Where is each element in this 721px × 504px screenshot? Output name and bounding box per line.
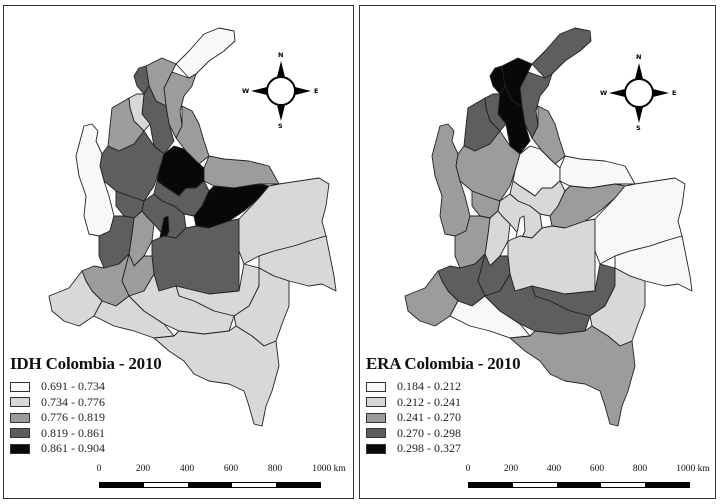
scale-tick: 400 (546, 464, 562, 474)
legend-item: 0.734 - 0.776 (10, 395, 162, 410)
dept-guajira (175, 27, 236, 79)
dept-arauca (203, 155, 280, 189)
legend-label: 0.819 - 0.861 (41, 425, 105, 440)
legend-item: 0.298 - 0.327 (366, 441, 520, 456)
legend-swatch (366, 412, 386, 423)
compass-north-label: N (636, 53, 642, 61)
compass-rose: N S W E (242, 51, 319, 131)
scale-tick: 600 (223, 464, 239, 474)
legend-swatch (366, 443, 386, 454)
legend-label: 0.298 - 0.327 (397, 441, 461, 455)
legend-swatch (10, 412, 30, 423)
dept-caqueta (484, 273, 591, 335)
scale-tick: 200 (135, 464, 151, 474)
legend-swatch (10, 443, 30, 454)
dept-vichada (594, 177, 686, 265)
dept-amazonas (509, 325, 636, 427)
scale-tick: 800 (632, 464, 648, 474)
era-colombia-map (404, 27, 693, 427)
scale-bar-segments (468, 482, 690, 488)
scale-bar-segments (99, 482, 321, 488)
dept-norte-santander (531, 105, 566, 165)
scale-tick: 0 (465, 464, 471, 474)
compass-south-label: S (278, 122, 283, 130)
dept-caqueta (128, 273, 235, 335)
scale-tick: 800 (267, 464, 283, 474)
scale-tick: 1000 km (676, 464, 710, 474)
dept-norte-santander (175, 105, 210, 165)
idh-legend: IDH Colombia - 2010 0.691 - 0.734 0.734 … (10, 354, 162, 457)
compass-west-label: W (242, 87, 250, 95)
dept-vichada (238, 177, 330, 265)
compass-icon (609, 63, 669, 123)
era-map-panel: N S W E ERA Colombia - 2010 0.184 - 0.21… (359, 5, 716, 499)
legend-swatch (10, 428, 30, 438)
legend-swatch (366, 381, 386, 392)
legend-item: 0.691 - 0.734 (10, 379, 162, 394)
legend-label: 0.861 - 0.904 (41, 441, 105, 455)
legend-item: 0.861 - 0.904 (10, 441, 162, 456)
legend-item: 0.270 - 0.298 (366, 426, 520, 441)
legend-swatch (10, 397, 30, 407)
legend-swatch (366, 397, 386, 407)
compass-south-label: S (636, 124, 641, 132)
legend-swatch (10, 381, 30, 392)
idh-legend-title: IDH Colombia - 2010 (10, 354, 162, 373)
compass-rose: N S W E (600, 53, 677, 133)
dept-arauca (559, 155, 636, 189)
idh-map-panel: N S W E IDH Colombia - 2010 0.691 - 0.73… (3, 5, 354, 499)
scale-ticks: 0 200 400 600 800 1000 km (465, 464, 710, 478)
legend-label: 0.184 - 0.212 (397, 379, 461, 393)
compass-east-label: E (314, 87, 319, 95)
idh-colombia-map (48, 27, 337, 427)
dept-casanare (549, 183, 626, 229)
compass-east-label: E (672, 89, 677, 97)
legend-item: 0.819 - 0.861 (10, 426, 162, 441)
era-scale-bar: 0 200 400 600 800 1000 km (465, 464, 710, 494)
scale-tick: 400 (179, 464, 195, 474)
idh-scale-bar: 0 200 400 600 800 1000 km (96, 464, 346, 494)
legend-label: 0.734 - 0.776 (41, 394, 105, 409)
dept-amazonas (153, 325, 280, 427)
dept-guajira (531, 27, 592, 79)
era-legend: ERA Colombia - 2010 0.184 - 0.212 0.212 … (366, 354, 521, 457)
legend-label: 0.212 - 0.241 (397, 394, 461, 409)
scale-tick: 600 (589, 464, 605, 474)
legend-item: 0.241 - 0.270 (366, 410, 520, 425)
compass-icon (251, 61, 311, 121)
legend-item: 0.212 - 0.241 (366, 395, 520, 410)
compass-west-label: W (600, 89, 608, 97)
scale-tick: 200 (503, 464, 519, 474)
legend-swatch (366, 428, 386, 438)
legend-label: 0.270 - 0.298 (397, 425, 461, 440)
legend-label: 0.776 - 0.819 (41, 410, 105, 424)
scale-ticks: 0 200 400 600 800 1000 km (96, 464, 346, 478)
era-legend-title: ERA Colombia - 2010 (366, 354, 521, 373)
legend-item: 0.184 - 0.212 (366, 379, 520, 394)
scale-tick: 1000 km (312, 464, 346, 474)
legend-item: 0.776 - 0.819 (10, 410, 162, 425)
legend-label: 0.691 - 0.734 (41, 379, 105, 393)
compass-north-label: N (278, 51, 284, 59)
scale-tick: 0 (96, 464, 102, 474)
legend-label: 0.241 - 0.270 (397, 410, 461, 424)
dept-casanare (193, 183, 270, 229)
